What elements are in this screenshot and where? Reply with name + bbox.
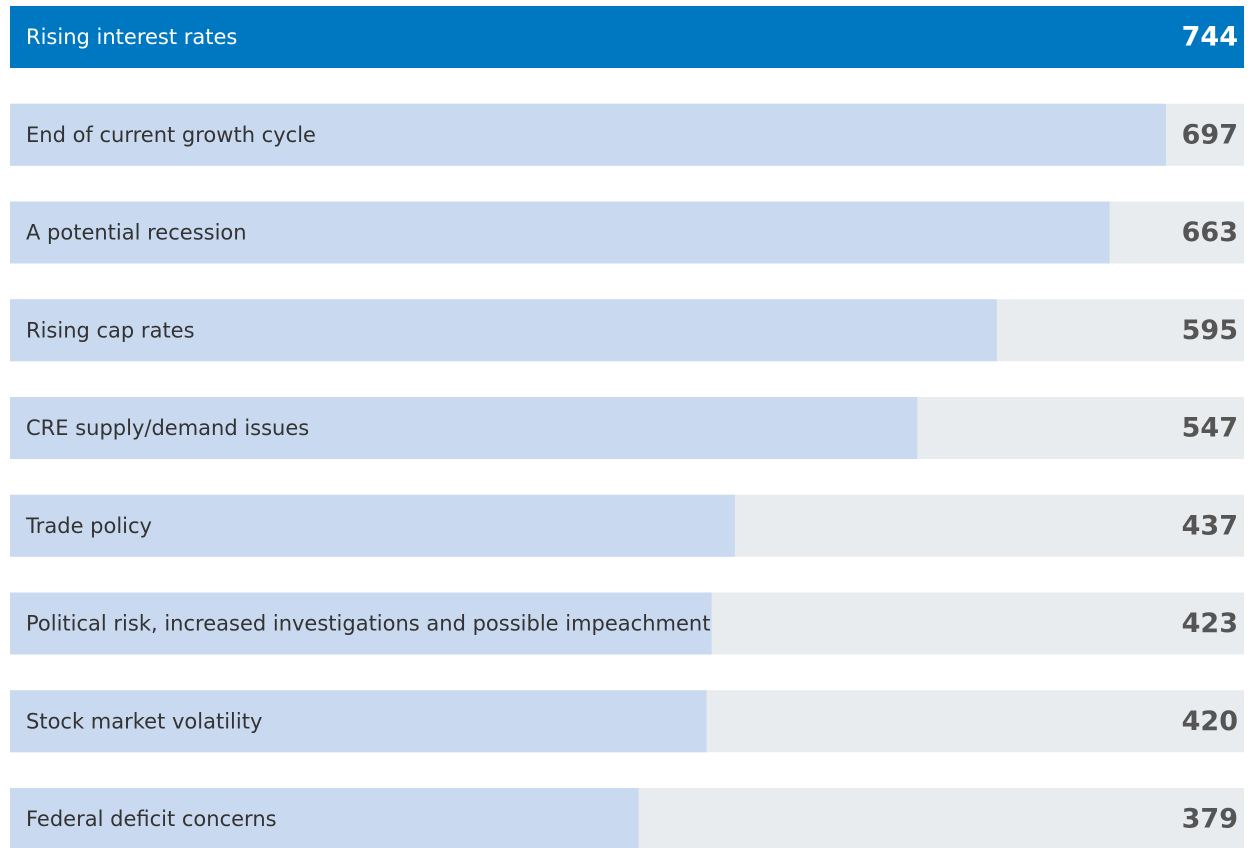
bar — [10, 592, 712, 655]
bar-label: End of current growth cycle — [26, 123, 316, 147]
bar-label: Federal deficit concerns — [26, 807, 277, 831]
value-label: 547 — [1182, 413, 1238, 444]
bar — [10, 201, 1110, 264]
bar — [10, 788, 639, 848]
value-label: 697 — [1182, 119, 1238, 150]
bar-label: Rising cap rates — [26, 318, 195, 342]
bar — [10, 299, 997, 362]
bar-label: Stock market volatility — [26, 709, 262, 733]
value-label: 423 — [1182, 608, 1238, 639]
bar-label: Trade policy — [25, 514, 152, 538]
value-label: 379 — [1182, 804, 1238, 835]
bar — [10, 103, 1167, 166]
value-label: 595 — [1182, 315, 1238, 346]
value-label: 663 — [1182, 217, 1238, 248]
bar — [10, 6, 1244, 68]
value-label: 437 — [1182, 510, 1238, 541]
bar — [10, 397, 918, 459]
value-label: 420 — [1182, 706, 1238, 737]
bar-label: CRE supply/demand issues — [26, 416, 309, 440]
bar — [10, 494, 735, 557]
bar-label: A potential recession — [26, 221, 247, 245]
bar-label: Political risk, increased investigations… — [26, 612, 710, 636]
value-label: 744 — [1182, 22, 1238, 53]
bar-label: Rising interest rates — [26, 25, 237, 49]
bar — [10, 690, 707, 753]
